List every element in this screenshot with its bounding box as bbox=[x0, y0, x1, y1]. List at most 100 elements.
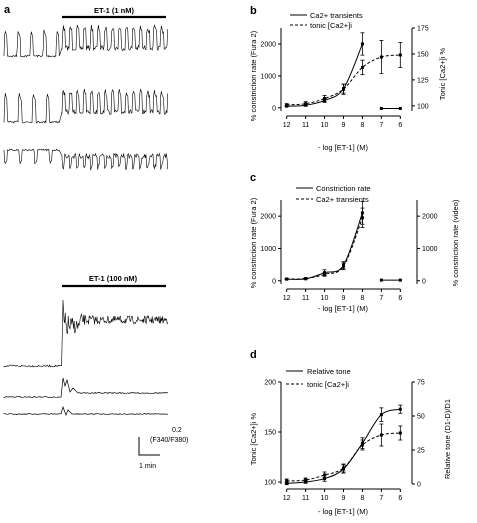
chart-d-x-tick-label: 9 bbox=[342, 495, 346, 502]
chart-c-y2label: % constriction rate (video) bbox=[451, 199, 460, 286]
trace-row-1 bbox=[3, 24, 168, 58]
chart-c-legend: Constriction rate Ca2+ transients bbox=[296, 184, 371, 204]
chart-d-point bbox=[398, 431, 402, 435]
chart-b-point bbox=[342, 87, 345, 91]
chart-c-x-tick-label: 6 bbox=[398, 295, 402, 302]
chart-c-point bbox=[342, 264, 345, 268]
chart-b-y2-tick-label: 125 bbox=[417, 77, 429, 84]
chart-d-x-tick-label: 11 bbox=[302, 495, 309, 502]
chart-d-x-tick-label: 12 bbox=[283, 495, 291, 502]
chart-b-y2-tick-label: 175 bbox=[417, 26, 429, 33]
chart-c-point bbox=[285, 277, 289, 281]
legend-c-item-1: Constriction rate bbox=[316, 184, 371, 193]
chart-c-y-tick-label: 0 bbox=[272, 278, 276, 285]
panel-label-c: c bbox=[250, 172, 256, 184]
chart-b-point bbox=[398, 106, 402, 110]
scale-unit: (F340/F380) bbox=[150, 437, 189, 444]
chart-b-ylabel: % constriction rate (Fura 2) bbox=[249, 30, 258, 121]
chart-c-point bbox=[379, 278, 383, 282]
chart-d-point bbox=[379, 413, 383, 417]
chart-b-x-tick-label: 6 bbox=[398, 122, 402, 129]
chart-c-y-tick-label: 1000 bbox=[260, 246, 276, 253]
chart-d-series-1-line bbox=[286, 432, 401, 482]
chart-b-x-tick-label: 11 bbox=[302, 122, 309, 129]
chart-b-y2label: Tonic [Ca2+]i % bbox=[438, 48, 447, 101]
chart-b-y-tick-label: 1000 bbox=[260, 73, 276, 80]
chart-c-x-tick-label: 10 bbox=[321, 295, 329, 302]
chart-d-y2-tick-label: 0 bbox=[417, 482, 421, 489]
chart-d-y-tick-label: 100 bbox=[264, 480, 276, 487]
chart-c-marks bbox=[284, 201, 402, 282]
chart-c-x-tick-label: 9 bbox=[342, 295, 346, 302]
chart-c-x-tick-label: 11 bbox=[302, 295, 309, 302]
chart-c-x-tick-label: 8 bbox=[360, 295, 364, 302]
chart-c-y2-tick-label: 2000 bbox=[422, 214, 438, 221]
chart-d-point bbox=[342, 466, 345, 470]
chart-d-point bbox=[360, 443, 364, 447]
trace-row-6 bbox=[3, 405, 169, 416]
chart-c-ylabel: % constriction rate (Fura 2) bbox=[249, 197, 258, 288]
chart-d-point bbox=[323, 473, 327, 477]
chart-b-series-1-line bbox=[286, 54, 401, 106]
chart-b-y-tick-label: 0 bbox=[272, 105, 276, 112]
chart-d-y-tick-label: 150 bbox=[264, 430, 276, 437]
chart-b-point bbox=[285, 103, 289, 107]
chart-c-series-1-line bbox=[286, 217, 363, 280]
chart-b-point bbox=[379, 55, 383, 59]
chart-d-point bbox=[323, 477, 327, 481]
chart-b-y2-tick-label: 100 bbox=[417, 103, 429, 110]
panel-label-d: d bbox=[250, 349, 257, 361]
chart-c-axes: 12 11 10 9 8 7 6 0 1000 2000 0 1000 2000 bbox=[260, 200, 438, 302]
chart-c-point bbox=[360, 216, 364, 220]
chart-d-point bbox=[285, 479, 289, 483]
panel-label-a: a bbox=[4, 4, 11, 16]
chart-d-x-tick-label: 10 bbox=[321, 495, 329, 502]
scale-value: 0.2 bbox=[172, 427, 182, 434]
chart-c-x-tick-label: 12 bbox=[283, 295, 291, 302]
chart-d-marks bbox=[284, 404, 403, 486]
chart-d-point bbox=[379, 433, 383, 437]
legend-b-item-2: tonic [Ca2+]i bbox=[310, 21, 352, 30]
panel-a: a ET-1 (1 nM) ET-1 (100 nM) 0.2 (F340/F3… bbox=[3, 4, 189, 470]
chart-b-point bbox=[304, 102, 308, 106]
trace-row-5 bbox=[3, 377, 169, 398]
chart-d-y-tick-label: 200 bbox=[264, 380, 276, 387]
chart-b-point bbox=[360, 65, 364, 69]
chart-d-y2label: Relative tone (D1-D)/D1 bbox=[443, 399, 452, 479]
trace-row-3 bbox=[3, 148, 168, 171]
chart-b-axes: 12 11 10 9 8 7 6 0 1000 2000 100 125 150 175 bbox=[260, 26, 428, 130]
chart-c-y2-tick-label: 1000 bbox=[422, 246, 438, 253]
chart-b-x-tick-label: 12 bbox=[283, 122, 291, 129]
chart-b-point bbox=[323, 97, 327, 101]
chart-d-x-tick-label: 8 bbox=[360, 495, 364, 502]
chart-b-point bbox=[379, 106, 383, 110]
legend-d-item-2: tonic [Ca2+]i bbox=[307, 380, 349, 389]
legend-b-item-1: Ca2+ transients bbox=[310, 11, 363, 20]
chart-b-x-tick-label: 10 bbox=[321, 122, 329, 129]
chart-c-xlabel: - log [ET-1] (M) bbox=[318, 304, 369, 313]
chart-d-y2-tick-label: 75 bbox=[417, 380, 425, 387]
chart-b-x-tick-label: 9 bbox=[342, 122, 346, 129]
et1-low-label: ET-1 (1 nM) bbox=[94, 6, 135, 15]
chart-c-point bbox=[323, 272, 327, 276]
chart-d-x-tick-label: 6 bbox=[398, 495, 402, 502]
panel-b: b 12 11 10 9 8 7 6 0 1000 2000 100 125 150 175 - log … bbox=[249, 5, 447, 152]
chart-b-point bbox=[398, 53, 402, 57]
chart-d-x-tick-label: 7 bbox=[379, 495, 383, 502]
scale-bar bbox=[138, 437, 160, 456]
chart-b-marks bbox=[284, 32, 403, 110]
chart-d-ylabel: Tonic [Ca2+]i % bbox=[249, 413, 258, 466]
chart-b-xlabel: - log [ET-1] (M) bbox=[318, 143, 369, 152]
chart-b-x-tick-label: 8 bbox=[360, 122, 364, 129]
chart-b-y2-tick-label: 150 bbox=[417, 51, 429, 58]
chart-c-y-tick-label: 2000 bbox=[260, 214, 276, 221]
panel-label-b: b bbox=[250, 5, 257, 17]
chart-d-point bbox=[398, 407, 402, 411]
chart-c-point bbox=[304, 277, 308, 281]
trace-row-4 bbox=[3, 299, 169, 368]
chart-d-point bbox=[304, 478, 308, 482]
legend-d-item-1: Relative tone bbox=[307, 367, 351, 376]
panel-c: c 12 11 10 9 8 7 6 0 1000 2000 0 1000 2000 - log [ET… bbox=[249, 172, 460, 313]
chart-b-point bbox=[360, 42, 364, 46]
